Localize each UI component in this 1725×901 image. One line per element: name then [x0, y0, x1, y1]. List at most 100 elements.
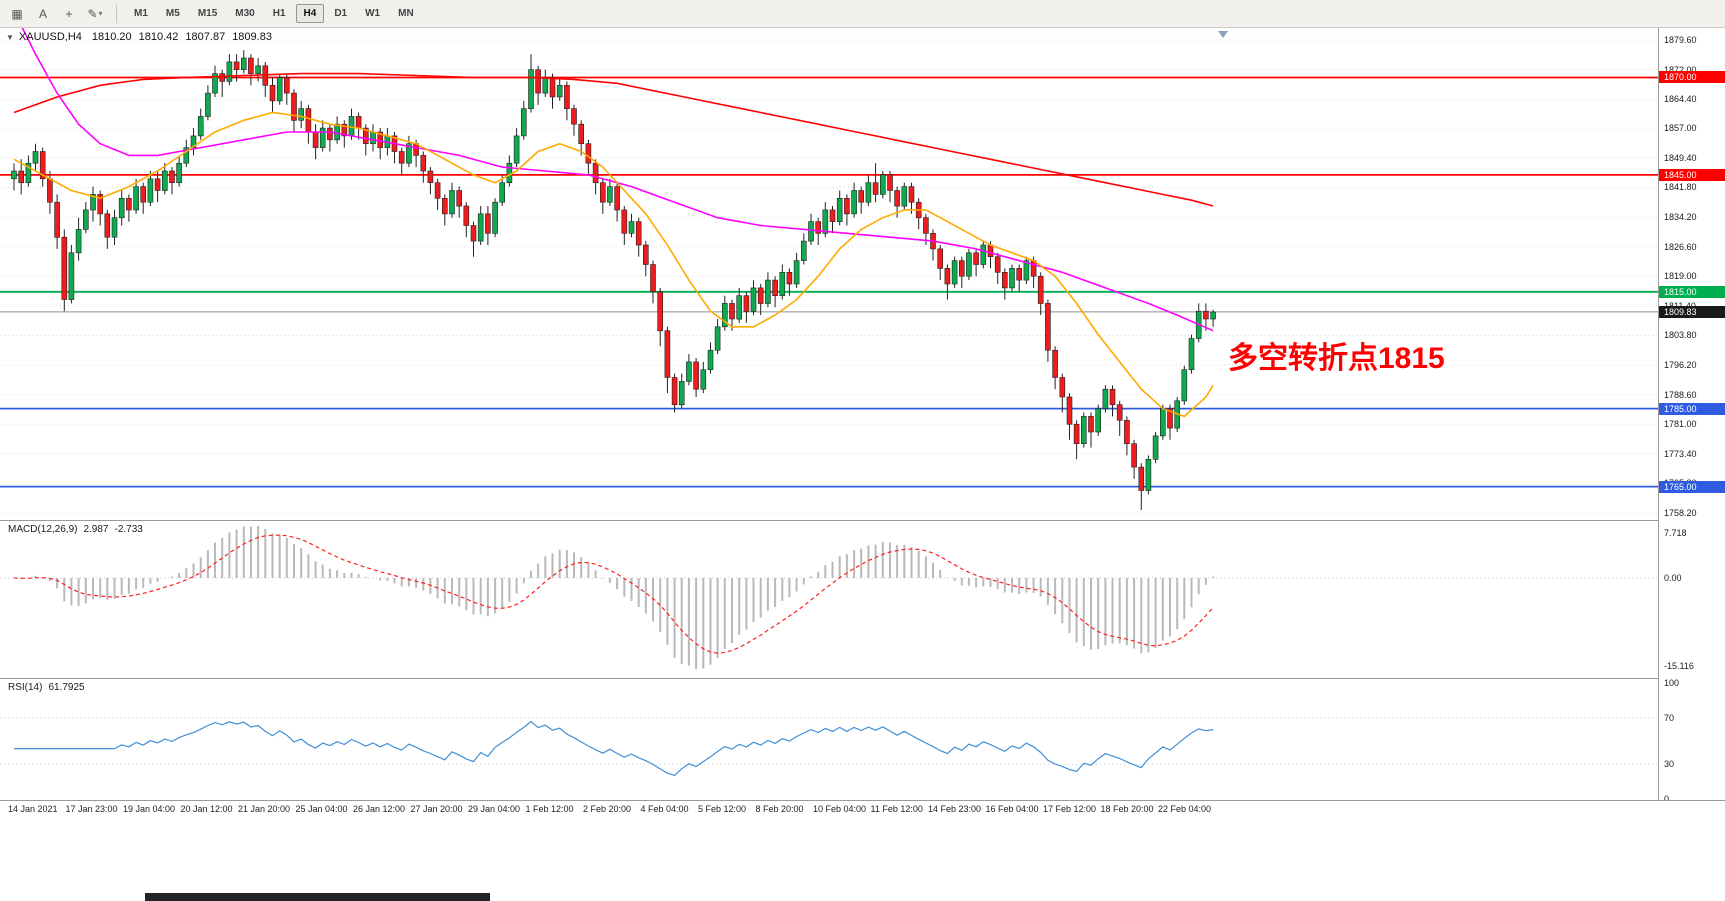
macd-histogram	[20, 526, 1215, 670]
time-label: 16 Feb 04:00	[985, 804, 1039, 814]
price-tick: 1819.00	[1664, 271, 1697, 282]
price-tick: 1879.60	[1664, 35, 1697, 46]
price-tick: 1803.80	[1664, 330, 1697, 341]
macd-value-main: 2.987	[83, 524, 109, 535]
ohlc-low: 1807.87	[185, 31, 226, 43]
time-label: 17 Feb 12:00	[1043, 804, 1097, 814]
time-label: 14 Feb 23:00	[928, 804, 982, 814]
text-tool-icon[interactable]: A	[38, 6, 47, 21]
time-label: 29 Jan 04:00	[468, 804, 521, 814]
time-label: 17 Jan 23:00	[65, 804, 118, 814]
grid-tool-icon[interactable]: ▦	[11, 6, 23, 21]
background-taskbar-strip	[145, 893, 490, 901]
time-label: 10 Feb 04:00	[813, 804, 867, 814]
timeframe-mn[interactable]: MN	[398, 8, 414, 19]
price-tag: 1845.00	[1659, 168, 1725, 181]
rsi-scale-tick: 100	[1664, 678, 1680, 688]
rsi-panel[interactable]: RSI(14) 61.7925	[0, 678, 1658, 800]
timeframe-m1[interactable]: M1	[134, 8, 148, 19]
time-label: 14 Jan 2021	[8, 804, 58, 814]
rsi-chart	[0, 717, 1658, 776]
price-tick: 1773.40	[1664, 448, 1697, 459]
timeframe-m30[interactable]: M30	[235, 8, 255, 19]
timeframe-m15[interactable]: M15	[197, 8, 218, 19]
horizontal-level-lines[interactable]	[0, 76, 1658, 488]
timeframe-h4[interactable]: H4	[295, 4, 325, 23]
toolbar-separator	[116, 4, 117, 23]
timeframe-m5[interactable]: M5	[165, 8, 180, 19]
chart-collapse-icon[interactable]: ▼	[6, 32, 14, 42]
macd-panel[interactable]: MACD(12,26,9) 2.987 -2.733	[0, 520, 1658, 678]
rsi-scale-tick: 70	[1664, 712, 1675, 723]
chart-shift-marker-icon[interactable]	[1218, 31, 1228, 38]
price-tick: 1796.20	[1664, 360, 1697, 370]
time-label: 25 Jan 04:00	[295, 804, 348, 814]
price-tick: 1849.40	[1664, 152, 1697, 163]
time-label: 22 Feb 04:00	[1158, 804, 1212, 814]
price-axis-scale[interactable]: 1879.60 1872.00 1864.40 1857.00 1849.40 1841.…	[1658, 28, 1725, 800]
rsi-scale-tick: 30	[1664, 759, 1675, 770]
price-tick: 1834.20	[1664, 211, 1697, 222]
timeframe-d1[interactable]: D1	[334, 8, 348, 19]
ma-mid-magenta	[21, 28, 1214, 332]
candlesticks	[11, 50, 1216, 510]
price-tick: 1872.00	[1664, 64, 1697, 75]
toolbar: ▦ A + ✎ ▾ M1 M5 M15 M30 H1 H4 D1 W1 MN	[0, 0, 1725, 28]
macd-scale-tick: 0.00	[1664, 573, 1682, 583]
time-label: 26 Jan 12:00	[353, 804, 406, 814]
chart-header: ▼ XAUUSD,H4 1810.20 1810.42 1807.87 1809…	[6, 31, 279, 43]
price-tick: 1758.20	[1664, 508, 1697, 519]
time-label: 5 Feb 12:00	[698, 804, 747, 814]
rsi-scale-tick: 0	[1664, 794, 1670, 800]
price-tag: 1815.00	[1659, 285, 1725, 298]
time-label: 19 Jan 04:00	[123, 804, 176, 814]
rsi-value: 61.7925	[48, 682, 85, 693]
timeframe-toolbar: M1 M5 M15 M30 H1 H4 D1 W1 MN	[125, 4, 423, 23]
time-label: 20 Jan 12:00	[180, 804, 233, 814]
crosshair-tool-icon[interactable]: +	[65, 6, 73, 21]
rsi-label: RSI(14) 61.7925	[8, 682, 91, 693]
timeframe-w1[interactable]: W1	[365, 8, 381, 19]
ohlc-open: 1810.20	[91, 31, 132, 43]
price-tag: 1870.00	[1659, 71, 1725, 84]
time-label: 27 Jan 20:00	[410, 804, 463, 814]
price-tick: 1864.40	[1664, 94, 1697, 105]
time-label: 11 Feb 12:00	[870, 804, 923, 814]
candlestick-chart[interactable]	[0, 28, 1658, 520]
ma-fast-orange	[13, 111, 1214, 418]
draw-tool-icon[interactable]: ✎ ▾	[87, 6, 103, 21]
rsi-line	[14, 720, 1214, 776]
price-tick: 1788.60	[1664, 389, 1697, 400]
ohlc-high: 1810.42	[138, 31, 179, 43]
price-gridlines	[0, 39, 1658, 514]
macd-scale-tick: 7.718	[1664, 528, 1687, 539]
time-label: 18 Feb 20:00	[1100, 804, 1154, 814]
time-label: 2 Feb 20:00	[583, 804, 632, 814]
time-label: 8 Feb 20:00	[755, 804, 804, 814]
price-tag: 1785.00	[1659, 402, 1725, 415]
timeframe-h1[interactable]: H1	[272, 8, 286, 19]
macd-label: MACD(12,26,9) 2.987 -2.733	[8, 524, 149, 535]
time-label: 21 Jan 20:00	[238, 804, 291, 814]
macd-name: MACD(12,26,9)	[8, 524, 78, 535]
time-axis[interactable]: 14 Jan 2021 17 Jan 23:00 19 Jan 04:00 20 Ja…	[0, 800, 1725, 817]
drawing-toolbar: ▦ A + ✎ ▾	[4, 3, 108, 25]
price-tick: 1781.00	[1664, 419, 1697, 430]
macd-signal-line	[13, 534, 1214, 654]
time-label: 1 Feb 12:00	[525, 804, 574, 814]
price-tick: 1826.60	[1664, 241, 1697, 252]
macd-chart	[0, 526, 1658, 670]
price-tag: 1765.00	[1659, 480, 1725, 493]
price-tag: 1809.83	[1659, 305, 1725, 318]
ohlc-close: 1809.83	[232, 31, 272, 43]
price-tick: 1811.40	[1664, 301, 1696, 311]
symbol-label: XAUUSD,H4	[18, 31, 82, 43]
ma-slow-red	[13, 72, 1214, 207]
rsi-name: RSI(14)	[8, 682, 43, 693]
price-tick: 1857.00	[1664, 123, 1697, 134]
time-label: 4 Feb 04:00	[640, 804, 689, 814]
macd-value-signal: -2.733	[114, 524, 143, 535]
price-chart-panel[interactable]: ▼ XAUUSD,H4 1810.20 1810.42 1807.87 1809…	[0, 28, 1658, 520]
chart-annotation-text: 多空转折点1815	[1228, 342, 1445, 375]
